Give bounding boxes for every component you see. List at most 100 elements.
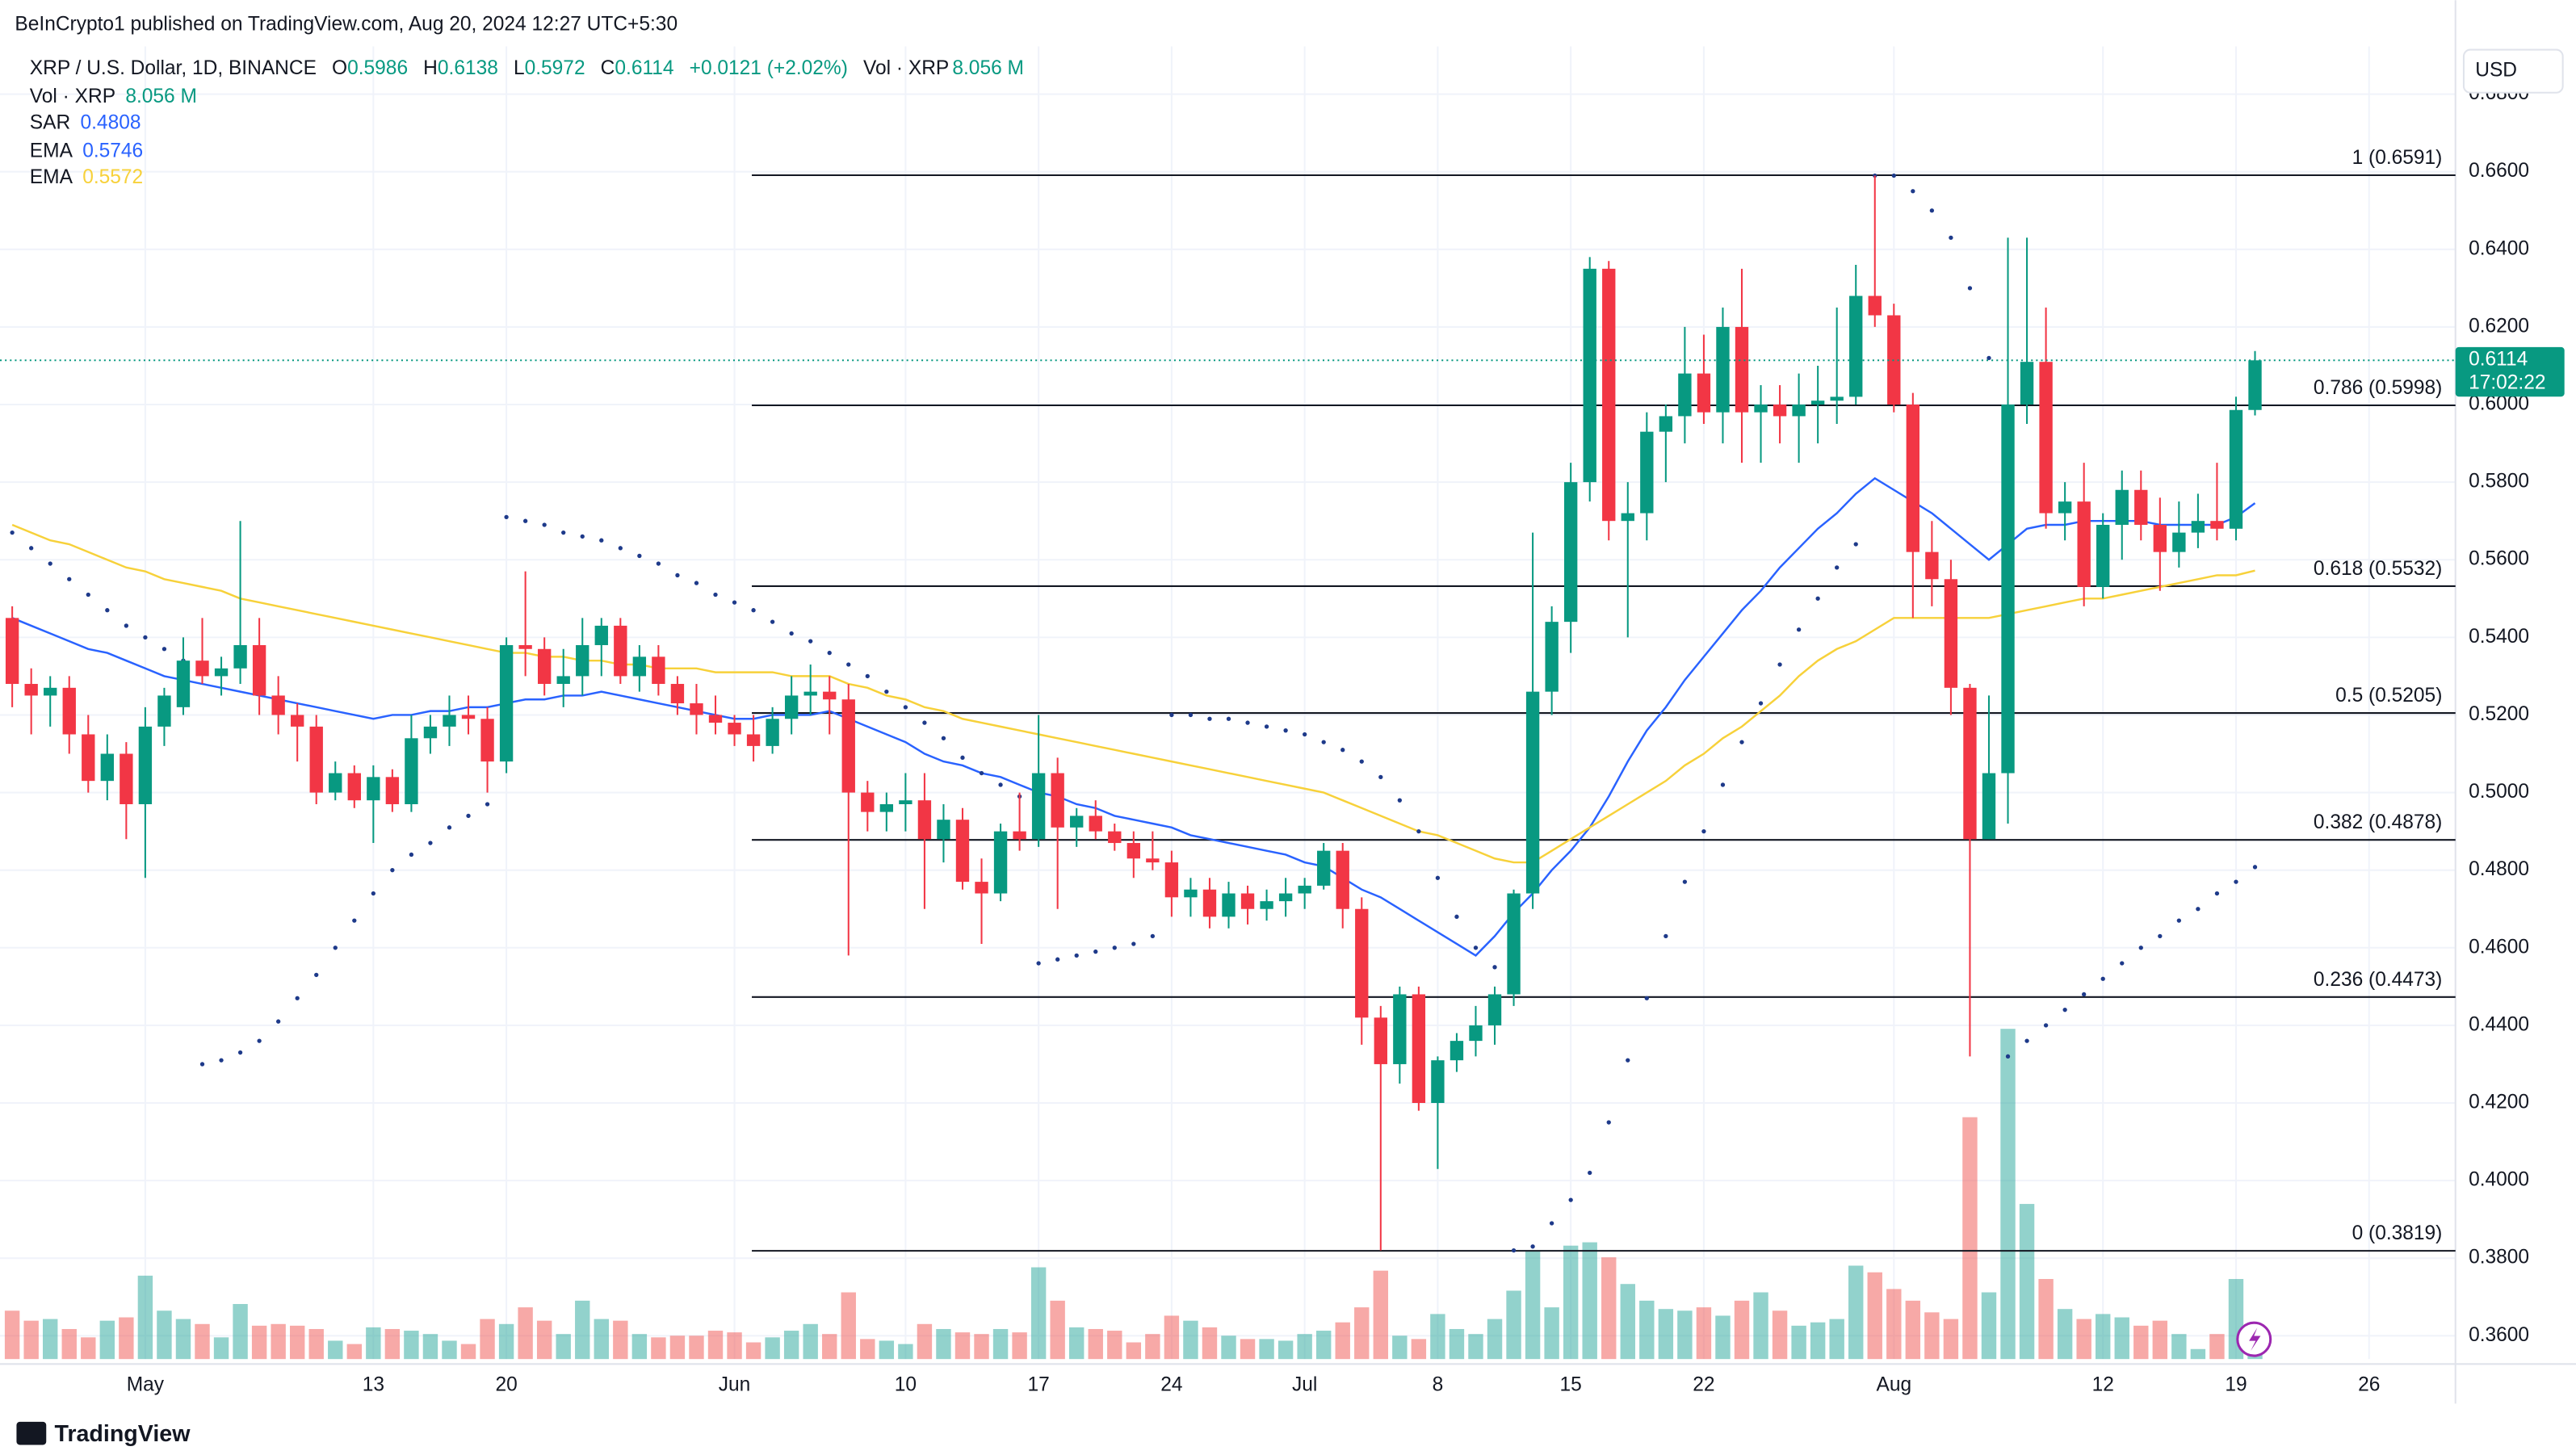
candle-body <box>937 820 950 840</box>
candle-body <box>2077 501 2091 587</box>
volume-bar <box>2038 1279 2054 1360</box>
volume-bar <box>460 1344 476 1360</box>
candle-body <box>1431 1060 1445 1104</box>
sar-dot <box>2158 933 2163 939</box>
y-tick-label: 0.5400 <box>2469 626 2529 648</box>
candle-body <box>157 695 171 727</box>
candle-body <box>1240 893 1255 909</box>
volume-bar <box>2152 1320 2168 1360</box>
sar-dot <box>1530 1244 1535 1249</box>
candle-body <box>1640 431 1654 514</box>
x-tick-label: 10 <box>895 1373 917 1395</box>
candle-body <box>233 644 247 669</box>
candle-body <box>1089 816 1102 832</box>
candle-body <box>823 691 837 700</box>
close-value: 0.6114 <box>615 58 673 80</box>
sar-dot <box>846 662 851 667</box>
sar-dot <box>1682 879 1688 884</box>
candle-body <box>537 648 552 685</box>
volume-bar <box>1487 1319 1503 1360</box>
candle-body <box>1754 405 1768 413</box>
sar-dot <box>1264 724 1269 729</box>
volume-bar <box>119 1317 134 1360</box>
candle-body <box>1792 405 1806 417</box>
sar-dot <box>865 673 870 679</box>
sar-dot <box>428 841 433 845</box>
candle-body <box>1260 901 1273 909</box>
candle-body <box>1355 908 1369 1018</box>
candle-body <box>2172 532 2186 552</box>
sar-dot <box>675 572 680 578</box>
candle-body <box>1278 893 1293 902</box>
volume-bar <box>1525 1250 1541 1360</box>
fib-label: 0.236 (0.4473) <box>2314 969 2442 991</box>
volume-bar <box>1772 1310 1788 1360</box>
volume-bar <box>556 1334 571 1360</box>
legend-ema: EMA 0.5746 <box>30 140 143 162</box>
sar-dot <box>1036 961 1041 966</box>
sar-dot <box>390 868 395 873</box>
volume-bar <box>1924 1312 1940 1360</box>
candle-body <box>1412 994 1426 1104</box>
volume-bar <box>594 1319 609 1360</box>
y-tick-label: 0.4000 <box>2469 1169 2529 1191</box>
volume-bar <box>651 1337 666 1360</box>
y-tick-label: 0.4600 <box>2469 936 2529 958</box>
candle-body <box>576 644 589 677</box>
sar-dot <box>1815 596 1820 601</box>
sar-dot <box>656 561 661 566</box>
sar-dot <box>2196 907 2201 912</box>
currency-label[interactable]: USD <box>2475 60 2517 82</box>
volume-bar <box>346 1344 363 1360</box>
volume-bar <box>328 1340 343 1360</box>
candle-body <box>461 715 476 719</box>
volume-bar <box>1810 1322 1826 1360</box>
ema-line <box>11 476 2256 957</box>
fib-label: 1 (0.6591) <box>2352 147 2443 169</box>
currency-button[interactable] <box>2462 48 2564 94</box>
publisher-header: BeInCrypto1 published on TradingView.com… <box>15 13 678 35</box>
sar-dot <box>333 946 338 950</box>
volume-legend-name: Vol · XRP <box>863 58 949 80</box>
fib-label: 0.786 (0.5998) <box>2314 377 2442 399</box>
sar-dot <box>371 891 375 896</box>
sar-dot <box>1492 965 1497 970</box>
sar-dot <box>1739 740 1744 744</box>
sar-dot <box>884 689 889 694</box>
volume-bar <box>803 1323 818 1360</box>
x-tick-label: Aug <box>1876 1373 1911 1395</box>
candle-body <box>2020 362 2034 405</box>
y-tick-label: 0.6400 <box>2469 237 2529 259</box>
volume-bar <box>1430 1314 1445 1360</box>
volume-bar <box>1544 1307 1559 1360</box>
sar-dot <box>2214 891 2220 896</box>
candle-body <box>291 715 304 727</box>
volume-bar <box>157 1310 172 1360</box>
sar-dot <box>1777 662 1782 667</box>
candle-body <box>1982 773 1996 840</box>
sar-dot <box>1359 759 1364 764</box>
volume-bar <box>1411 1339 1427 1360</box>
volume-bar <box>1563 1245 1579 1360</box>
candle-body <box>480 719 494 762</box>
volume-bar <box>879 1340 895 1360</box>
y-tick-label: 0.4800 <box>2469 858 2529 880</box>
y-tick-label: 0.5800 <box>2469 471 2529 493</box>
candle-body <box>1393 994 1407 1064</box>
sar-dot <box>143 635 148 640</box>
sar-dot <box>542 522 547 527</box>
candle-body <box>1810 400 1825 405</box>
candle-body <box>2229 409 2243 529</box>
volume-legend-value: 8.056 M <box>125 86 197 107</box>
sar-dot <box>1568 1197 1573 1202</box>
candle-body <box>1051 773 1064 828</box>
sar-dot <box>1397 798 1402 803</box>
volume-bar <box>974 1334 989 1360</box>
sar-dot <box>1873 173 1877 178</box>
candle-body <box>1336 850 1349 909</box>
x-tick-label: 26 <box>2358 1373 2380 1395</box>
sar-dot <box>199 1062 205 1067</box>
candle-body <box>2248 360 2262 410</box>
candle-body <box>1906 405 1920 552</box>
